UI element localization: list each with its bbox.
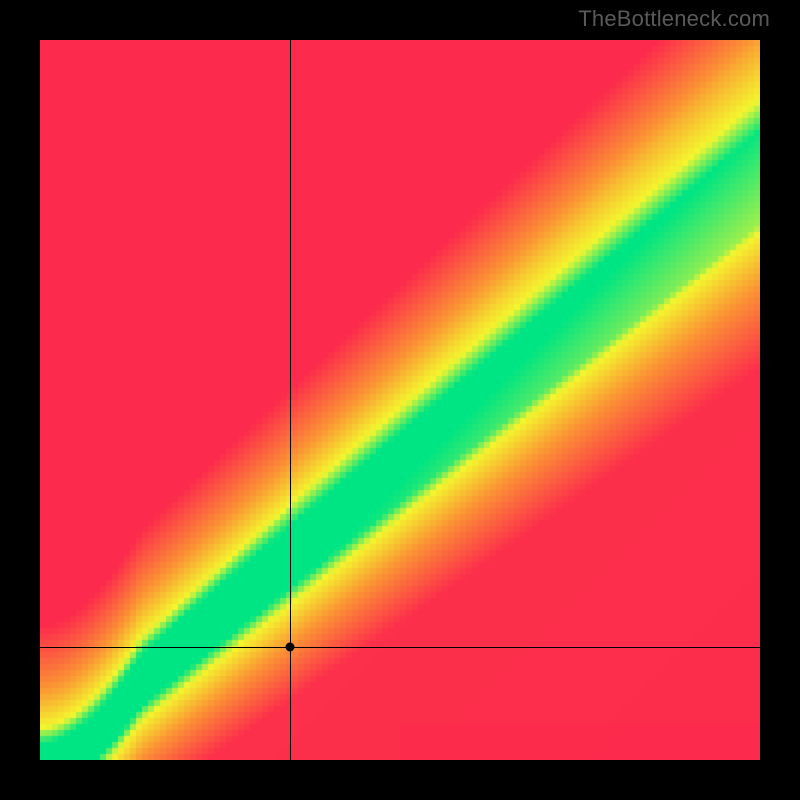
heatmap-canvas bbox=[40, 40, 760, 760]
crosshair-horizontal bbox=[40, 647, 760, 648]
crosshair-vertical bbox=[290, 40, 291, 760]
heatmap-plot bbox=[40, 40, 760, 760]
watermark-text: TheBottleneck.com bbox=[578, 6, 770, 32]
crosshair-point bbox=[285, 642, 294, 651]
